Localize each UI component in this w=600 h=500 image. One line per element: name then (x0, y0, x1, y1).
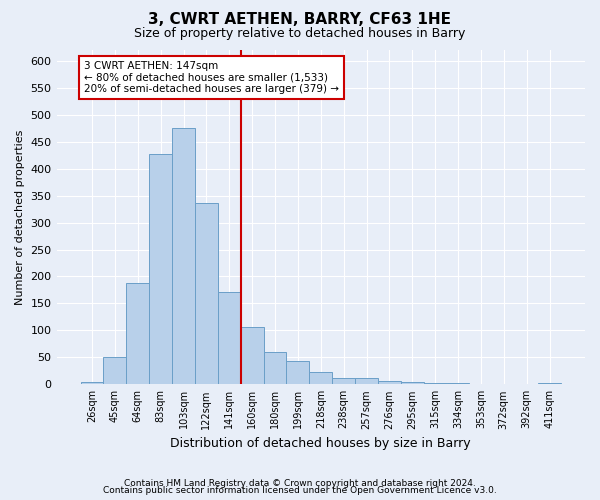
Bar (310, 372, 332, 384)
Bar (218, 292, 241, 384)
Text: Contains HM Land Registry data © Crown copyright and database right 2024.: Contains HM Land Registry data © Crown c… (124, 478, 476, 488)
Bar (286, 361, 310, 384)
Bar (195, 203, 218, 384)
Bar (172, 128, 195, 384)
Text: Contains public sector information licensed under the Open Government Licence v3: Contains public sector information licen… (103, 486, 497, 495)
X-axis label: Distribution of detached houses by size in Barry: Distribution of detached houses by size … (170, 437, 471, 450)
Y-axis label: Number of detached properties: Number of detached properties (15, 130, 25, 305)
Bar (538, 383, 561, 384)
Bar (378, 380, 401, 384)
Bar (446, 383, 469, 384)
Bar (263, 352, 286, 384)
Bar (424, 382, 446, 384)
Text: 3 CWRT AETHEN: 147sqm
← 80% of detached houses are smaller (1,533)
20% of semi-d: 3 CWRT AETHEN: 147sqm ← 80% of detached … (84, 61, 339, 94)
Bar (332, 378, 355, 384)
Text: Size of property relative to detached houses in Barry: Size of property relative to detached ho… (134, 28, 466, 40)
Text: 3, CWRT AETHEN, BARRY, CF63 1HE: 3, CWRT AETHEN, BARRY, CF63 1HE (149, 12, 452, 28)
Bar (127, 284, 149, 384)
Bar (80, 382, 103, 384)
Bar (355, 378, 378, 384)
Bar (103, 358, 127, 384)
Bar (401, 382, 424, 384)
Bar (241, 326, 263, 384)
Bar (149, 154, 172, 384)
